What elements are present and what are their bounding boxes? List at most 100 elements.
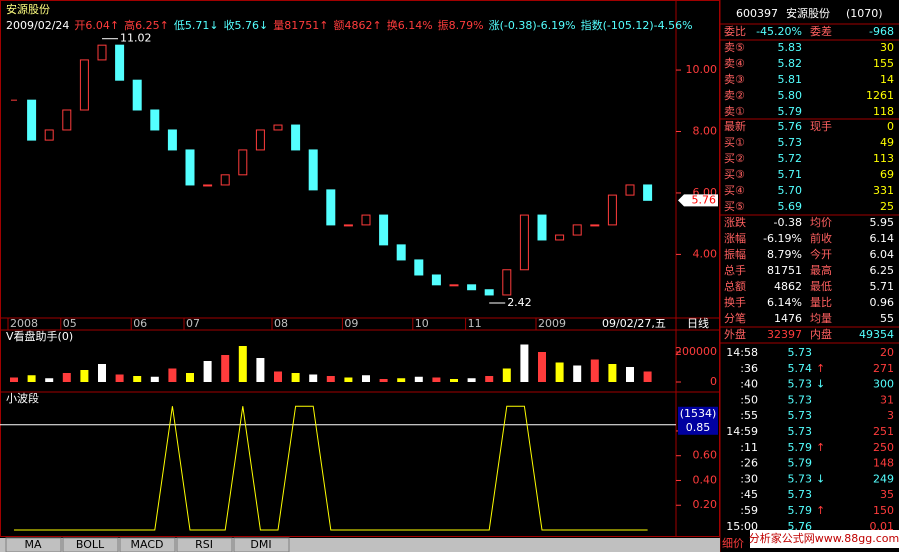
quote-item: 低5.71↓ [174, 19, 219, 32]
candle [625, 184, 635, 196]
candle [537, 214, 547, 241]
price: 5.73 [788, 472, 813, 485]
label: 涨跌 [724, 215, 746, 229]
tab[interactable] [119, 537, 176, 552]
volume-bar [80, 370, 89, 382]
volume: 69 [880, 168, 894, 181]
volume: 155 [873, 57, 894, 70]
candle [185, 149, 195, 186]
volume: 250 [873, 441, 894, 454]
label: 振幅 [724, 247, 746, 261]
volume-bar [238, 346, 247, 382]
candle [467, 284, 477, 291]
volume-bar [150, 376, 159, 382]
label: 外盘 [724, 327, 746, 341]
tab-label[interactable]: MACD [131, 538, 164, 551]
volume-bar [45, 378, 54, 382]
tab-label[interactable]: MA [24, 538, 41, 551]
volume-bar [573, 365, 582, 382]
candle [132, 79, 142, 111]
quote-item: 振8.79% [438, 18, 484, 32]
label: 内盘 [810, 327, 832, 341]
time: 15:00 [726, 520, 758, 533]
direction: ↓ [816, 378, 825, 391]
value: 5.76 [778, 120, 803, 133]
value: 8.79% [767, 248, 802, 261]
label: 买③ [724, 168, 745, 181]
candle [115, 44, 125, 81]
volume-bar [203, 361, 212, 382]
label: 买④ [724, 184, 745, 197]
tab-label[interactable]: DMI [250, 538, 271, 551]
candle [167, 129, 177, 151]
tab[interactable] [62, 537, 119, 552]
volume-bar [256, 358, 265, 382]
candle [643, 184, 653, 201]
time: :30 [740, 472, 758, 485]
tab-label[interactable]: BOLL [76, 538, 105, 551]
label: 最高 [810, 263, 832, 277]
volume: 20 [880, 346, 894, 359]
price: 5.83 [778, 41, 803, 54]
tab[interactable] [5, 537, 62, 552]
price: 5.74 [788, 362, 813, 375]
y-tick-label: 200000 [675, 345, 717, 358]
time: :26 [740, 457, 758, 470]
x-tick-label: 11 [468, 317, 482, 330]
volume-bar [397, 378, 406, 382]
volume: 30 [880, 41, 894, 54]
price: 5.70 [778, 184, 803, 197]
label: 分笔 [724, 311, 746, 325]
price: 5.80 [778, 89, 803, 102]
price: 5.73 [788, 346, 813, 359]
volume-bar [379, 379, 388, 382]
tab[interactable] [176, 537, 233, 552]
value: 6.14% [767, 296, 802, 309]
price: 5.73 [788, 378, 813, 391]
volume-bar [27, 375, 36, 382]
time: :45 [740, 488, 758, 501]
volume: 249 [873, 472, 894, 485]
direction: ↑ [816, 441, 825, 454]
price: 5.71 [778, 168, 803, 181]
value: 49354 [859, 328, 894, 341]
value: 6.14 [870, 232, 895, 245]
price: 5.81 [778, 73, 803, 86]
value: 55 [880, 312, 894, 325]
label: 均价 [810, 216, 832, 229]
candle [343, 224, 353, 227]
x-tick-label: 05 [63, 317, 77, 330]
value: 5.95 [870, 216, 895, 229]
volume: 113 [873, 152, 894, 165]
candle [361, 214, 371, 226]
chart-title: 安源股份 [6, 2, 50, 16]
quote-item: 高6.25↑ [124, 18, 169, 32]
value: 4862 [774, 280, 802, 293]
volume-bar [432, 377, 441, 382]
x-tick-label: 10 [415, 317, 429, 330]
volume-bar [274, 371, 282, 382]
label: 买① [724, 136, 745, 149]
annotation: 11.02 [120, 32, 152, 45]
quote-item: 开6.04↑ [74, 19, 119, 32]
y-tick-label: 4.00 [693, 247, 718, 260]
label: 卖② [724, 89, 745, 102]
quote-item: 换6.14% [387, 18, 433, 32]
tab-label[interactable]: RSI [195, 538, 213, 551]
stock-name: 安源股份 [786, 6, 830, 20]
volume: 331 [873, 184, 894, 197]
candle [555, 234, 565, 241]
y-tick-label: 0.60 [693, 449, 718, 462]
label: 卖⑤ [724, 41, 745, 54]
tab[interactable] [233, 537, 290, 552]
period-label: 日线 [687, 316, 709, 330]
x-tick-label: 09/02/27,五 [602, 317, 666, 330]
quote-item: 量81751↑ [273, 19, 328, 32]
volume: 300 [873, 378, 894, 391]
label: 均量 [810, 312, 832, 325]
volume-bar [450, 379, 458, 382]
volume-bar [291, 373, 300, 382]
volume-bar [414, 376, 423, 382]
label: 总手 [724, 263, 746, 277]
